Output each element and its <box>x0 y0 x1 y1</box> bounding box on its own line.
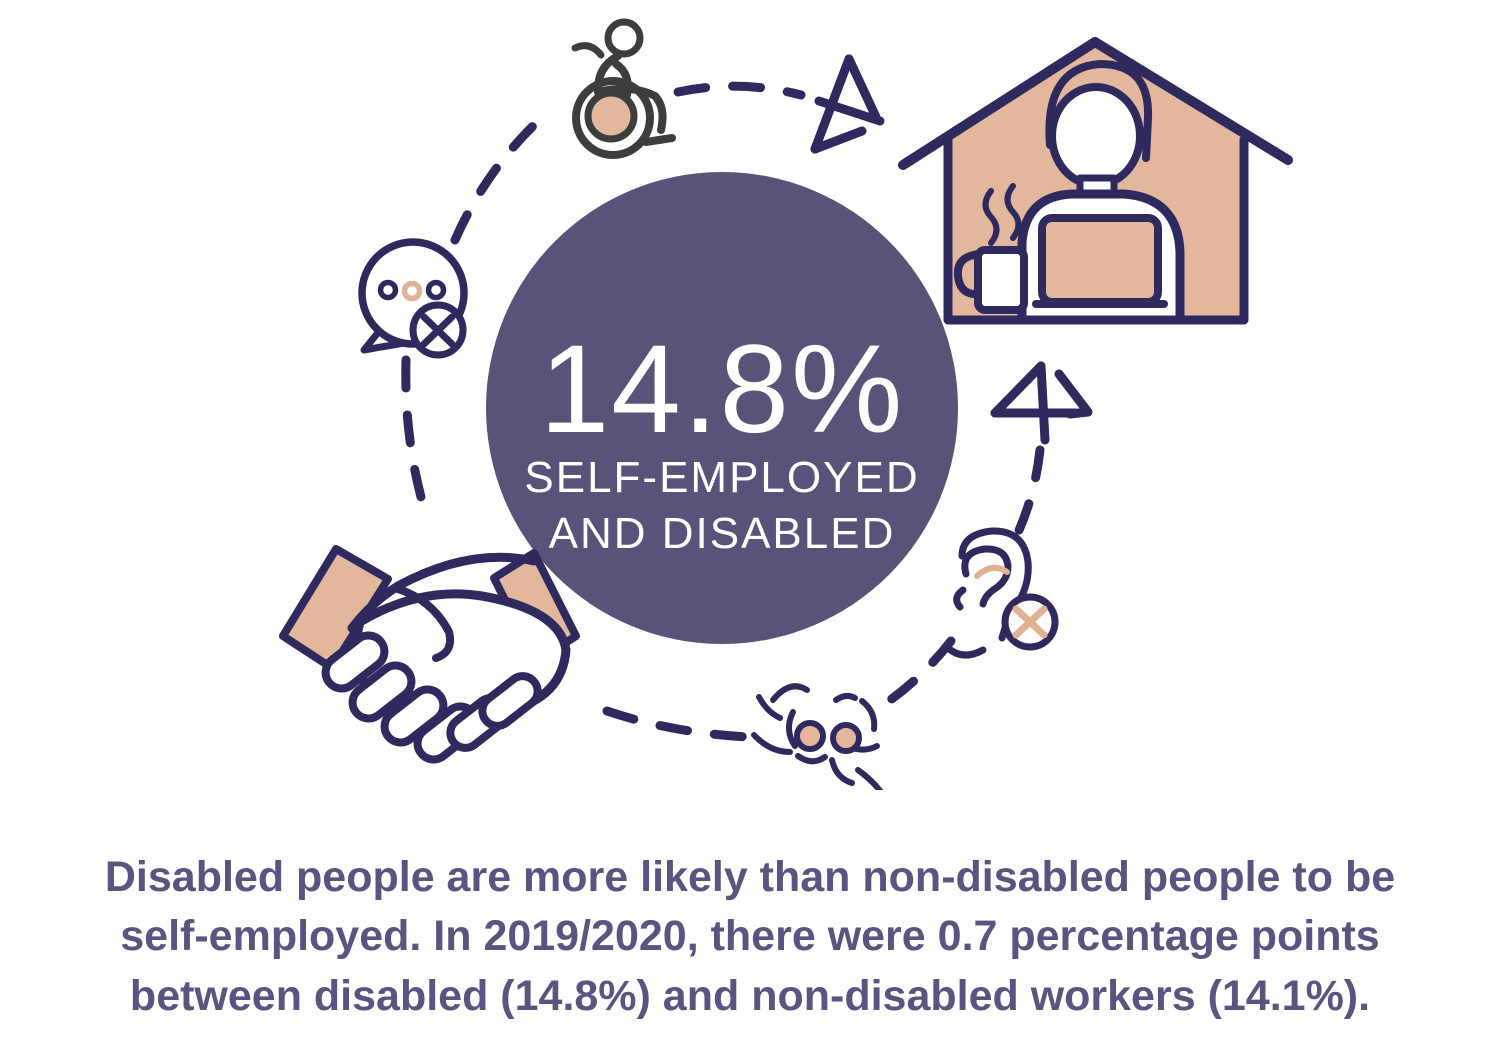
person-head <box>604 18 644 58</box>
dashed-arc <box>881 636 956 708</box>
laptop-screen <box>1038 214 1162 306</box>
infographic-artwork: 14.8% SELF-EMPLOYED AND DISABLED <box>279 18 1293 790</box>
dashed-arc <box>450 107 553 245</box>
finger <box>348 661 416 723</box>
caption-line: between disabled (14.8%) and non-disable… <box>129 971 1371 1020</box>
paper-plane-icon <box>810 54 885 154</box>
dashed-arc <box>1003 445 1045 558</box>
person-hair <box>1045 60 1153 162</box>
footrest <box>642 134 676 146</box>
finger-knuckles <box>321 631 542 764</box>
ear-inner <box>961 545 1012 608</box>
plane-fold <box>1036 361 1050 445</box>
wheelchair-handle <box>571 42 605 59</box>
handshake-icon <box>279 545 580 764</box>
stat-value: 14.8% <box>540 320 904 459</box>
ear-hearing-loss-icon <box>944 527 1059 659</box>
dashed-arc <box>602 706 754 742</box>
finger-stroke <box>786 709 798 749</box>
sign-circle <box>794 720 826 752</box>
caption: Disabled people are more likely than non… <box>0 848 1500 1026</box>
plane-fold <box>814 96 885 126</box>
finger-stroke <box>859 698 878 732</box>
person-face <box>1048 83 1144 189</box>
wrist-stroke <box>751 732 793 755</box>
bubble-dot <box>425 279 447 301</box>
finger-stroke <box>795 753 828 765</box>
finger-stroke <box>829 757 855 786</box>
caption-line: Disabled people are more likely than non… <box>104 853 1396 901</box>
finger-stroke <box>770 683 810 703</box>
stat-circle-background <box>486 172 958 644</box>
mute-x <box>420 313 456 348</box>
mug-handle <box>953 250 981 299</box>
sign-circle <box>830 722 862 754</box>
hearing-loss-x <box>1012 605 1048 639</box>
caption-line: self-employed. In 2019/2020, there were … <box>120 912 1380 961</box>
hand-top-edge <box>347 552 539 633</box>
ear-notch <box>953 586 967 611</box>
mug <box>974 246 1028 314</box>
wheelchair-user-icon <box>571 18 676 159</box>
sign-language-hands-icon <box>751 683 884 790</box>
sound-wave <box>974 564 1010 579</box>
wrist-stroke <box>756 694 783 721</box>
ear-lobe <box>944 644 987 659</box>
thumb <box>391 584 455 662</box>
wheel-inner <box>584 89 638 143</box>
steam-line <box>982 188 1000 246</box>
house-roof <box>898 37 1293 170</box>
plane-wing <box>1054 369 1093 419</box>
stat-circle: 14.8% SELF-EMPLOYED AND DISABLED <box>486 172 958 644</box>
finger-stroke <box>833 692 858 703</box>
finger <box>478 672 542 730</box>
bubble-dot <box>401 280 423 302</box>
muted-speech-bubble-icon <box>358 238 468 359</box>
wrist-stroke <box>855 767 884 790</box>
bubble-tail <box>360 327 405 354</box>
stat-label-line-2: AND DISABLED <box>549 509 896 558</box>
plane-tail <box>810 126 867 154</box>
stat-label-line-1: SELF-EMPLOYED <box>524 453 919 502</box>
finger <box>321 631 389 693</box>
plane-edge <box>844 54 881 122</box>
dashed-arc <box>673 81 806 100</box>
steam-line <box>1004 183 1022 241</box>
person-leg <box>594 84 667 134</box>
bubble-dot <box>377 279 399 301</box>
paper-plane-icon <box>990 361 1093 445</box>
dashed-arc <box>401 355 426 502</box>
plane-edge <box>990 361 1046 418</box>
home-office-worker-icon <box>898 37 1293 325</box>
